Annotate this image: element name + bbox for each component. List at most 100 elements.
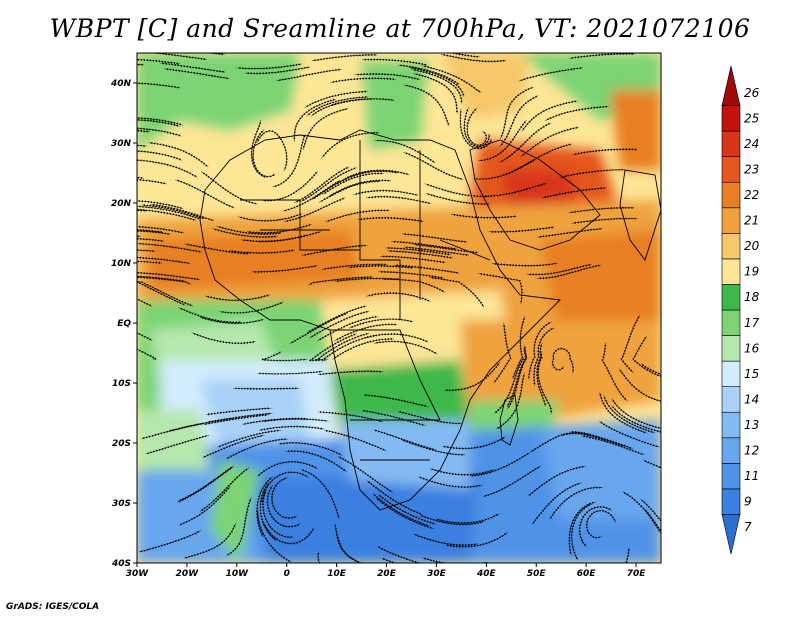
streamline (199, 467, 250, 512)
streamline (293, 98, 337, 142)
wbpt-field (137, 53, 661, 563)
streamline (225, 438, 289, 460)
streamline (527, 321, 553, 380)
streamline (572, 148, 638, 156)
colorbar-label: 12 (744, 444, 759, 458)
streamline (527, 465, 586, 497)
country-borders (199, 129, 661, 511)
streamline (137, 317, 153, 341)
colorbar-label: 21 (744, 214, 759, 228)
streamline (137, 149, 183, 161)
streamline (257, 370, 324, 376)
lon-tick-label: 40E (476, 569, 497, 579)
streamline (440, 54, 507, 63)
streamline (482, 182, 547, 198)
colorbar-segment (721, 207, 741, 234)
streamline (137, 178, 167, 185)
lon-tick-label: 30W (126, 569, 150, 579)
streamline (401, 233, 468, 243)
lat-tick-label: EQ (117, 319, 131, 329)
colorbar-segment (721, 514, 741, 555)
colorbar-label: 22 (744, 188, 759, 202)
streamline (568, 501, 597, 556)
streamline (444, 361, 501, 392)
streamline (137, 63, 145, 68)
streamline (321, 131, 380, 159)
lat-tick-label: 30S (112, 499, 131, 509)
colorbar-label: 23 (744, 162, 759, 176)
streamline (246, 223, 312, 234)
streamline (518, 66, 584, 82)
colorbar-segment (721, 488, 741, 515)
map-frame (136, 52, 662, 564)
streamline (302, 244, 368, 256)
streamline (403, 246, 470, 257)
streamline (175, 179, 235, 209)
colorbar-label: 17 (744, 316, 760, 330)
streamline (137, 118, 180, 127)
streamline (251, 264, 318, 274)
streamline (204, 294, 270, 302)
colorbar-label: 15 (744, 367, 759, 381)
streamline (445, 531, 509, 548)
streamline (429, 276, 485, 308)
streamline (459, 108, 492, 150)
lat-tick-label: 10S (112, 379, 131, 389)
streamline (137, 301, 138, 302)
colorbar-label: 13 (744, 418, 759, 432)
streamline (429, 468, 495, 476)
streamline (138, 530, 202, 553)
streamline (183, 522, 237, 559)
colorbar-segment (721, 386, 741, 413)
streamline (541, 186, 607, 199)
colorbar-label: 16 (744, 341, 760, 355)
streamline (140, 204, 206, 220)
colorbar-segment (721, 105, 741, 132)
streamline (241, 234, 307, 243)
streamline (644, 508, 661, 556)
streamline (314, 332, 370, 362)
streamline (373, 340, 438, 355)
streamline (229, 249, 296, 255)
colorbar-segment (721, 130, 741, 157)
streamline (256, 129, 288, 172)
colorbar-segment (721, 156, 741, 183)
streamline (561, 432, 626, 447)
streamline (381, 557, 443, 563)
streamlines (137, 53, 661, 563)
colorbar: 7 9 11 12 13 14 15 16 17 18 19 20 21 22 23 24 25 26 (721, 65, 760, 555)
streamline (137, 126, 182, 137)
grads-credit: GrADS: IGES/COLA (6, 602, 100, 612)
streamline (418, 476, 483, 489)
lat-tick-label: 30N (111, 139, 132, 149)
streamline (261, 351, 308, 362)
streamline (413, 73, 459, 114)
streamline (282, 180, 341, 212)
streamline (378, 494, 437, 525)
streamline (473, 159, 536, 181)
streamline (137, 280, 186, 306)
streamline (365, 195, 432, 205)
colorbar-label: 18 (744, 290, 760, 304)
streamline (344, 169, 410, 179)
colorbar-label: 20 (744, 239, 760, 253)
streamline (488, 226, 555, 233)
streamline (551, 347, 575, 374)
colorbar-segment (721, 411, 741, 439)
streamline (137, 256, 191, 265)
lon-tick-label: 30E (427, 569, 447, 579)
streamline (199, 316, 265, 325)
lat-tick-label: 20N (111, 199, 132, 209)
lon-tick-label: 50E (527, 569, 547, 579)
streamline (137, 282, 138, 283)
colorbar-segment (721, 437, 741, 464)
colorbar-label: 7 (744, 520, 752, 534)
colorbar-label: 14 (744, 392, 759, 406)
colorbar-segment (721, 258, 741, 285)
streamline (278, 441, 343, 456)
streamline (316, 551, 369, 563)
streamline (334, 277, 401, 282)
streamline (569, 53, 635, 59)
streamline (640, 363, 661, 379)
streamline (329, 97, 395, 107)
